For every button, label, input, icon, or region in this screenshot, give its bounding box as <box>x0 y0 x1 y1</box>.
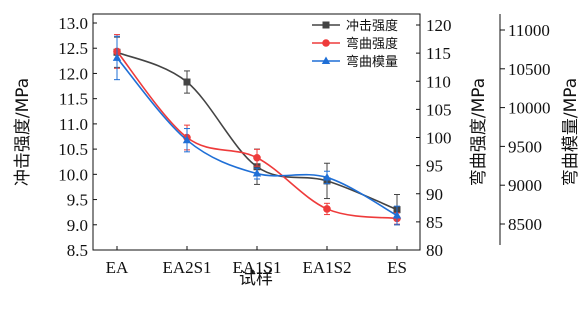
modulus-axis-tick-label: 9000 <box>508 176 542 195</box>
data-point <box>252 169 262 177</box>
series-line <box>116 51 398 211</box>
right-axis-tick-label: 85 <box>426 213 443 232</box>
modulus-axis-tick-label: 10500 <box>508 60 551 79</box>
x-axis-tick-label: ES <box>387 258 407 277</box>
legend-label: 冲击强度 <box>346 18 398 34</box>
right-axis-tick-label: 80 <box>426 241 443 260</box>
x-axis-tick-label: EA2S1 <box>162 258 211 277</box>
flexural-strength-axis-title: 弯曲强度/MPa <box>469 78 489 186</box>
x-axis-tick-label: EA1S2 <box>302 258 351 277</box>
modulus-axis-tick-label: 8500 <box>508 215 542 234</box>
left-axis-tick-label: 10.0 <box>58 165 88 184</box>
left-axis-tick-label: 12.5 <box>58 39 88 58</box>
right-axis-tick-label: 100 <box>426 129 452 148</box>
right-axis-tick-label: 120 <box>426 16 452 35</box>
data-point <box>112 53 122 61</box>
legend-label: 弯曲强度 <box>346 36 398 52</box>
data-point <box>253 153 261 162</box>
series-line <box>116 50 398 220</box>
x-axis-tick-label: EA <box>106 258 129 277</box>
x-axis-title: 试样 <box>239 269 273 289</box>
legend-marker <box>321 56 331 64</box>
data-point <box>183 78 191 86</box>
legend-label: 弯曲模量 <box>346 54 398 70</box>
left-axis-title: 冲击强度/MPa <box>13 78 33 186</box>
right-axis-tick-label: 110 <box>426 72 451 91</box>
x-axis-tick-label: EA1S1 <box>232 258 281 277</box>
legend-marker <box>322 39 330 47</box>
left-axis-tick-label: 8.5 <box>67 241 88 260</box>
modulus-axis-tick-label: 10000 <box>508 99 551 118</box>
data-point <box>322 172 332 181</box>
left-axis-tick-label: 9.5 <box>67 191 88 210</box>
legend-marker <box>322 21 330 29</box>
right-axis-tick-label: 105 <box>426 100 452 119</box>
modulus-axis-tick-label: 9500 <box>508 137 542 156</box>
data-point <box>253 163 261 171</box>
left-axis-tick-label: 9.0 <box>67 216 88 235</box>
modulus-axis-tick-label: 11000 <box>508 21 550 40</box>
flexural-modulus-axis-title: 弯曲模量/MPa <box>561 78 581 186</box>
left-axis-tick-label: 10.5 <box>58 140 88 159</box>
data-point <box>323 205 331 213</box>
right-axis-tick-label: 115 <box>426 44 451 63</box>
data-point <box>182 135 192 144</box>
left-axis-tick-label: 11.0 <box>59 115 88 134</box>
data-point <box>392 210 402 219</box>
left-axis-tick-label: 13.0 <box>58 14 88 33</box>
left-axis-tick-label: 12.0 <box>58 64 88 83</box>
left-axis-tick-label: 11.5 <box>59 90 88 109</box>
right-axis-tick-label: 90 <box>426 185 443 204</box>
right-axis-tick-label: 95 <box>426 157 443 176</box>
